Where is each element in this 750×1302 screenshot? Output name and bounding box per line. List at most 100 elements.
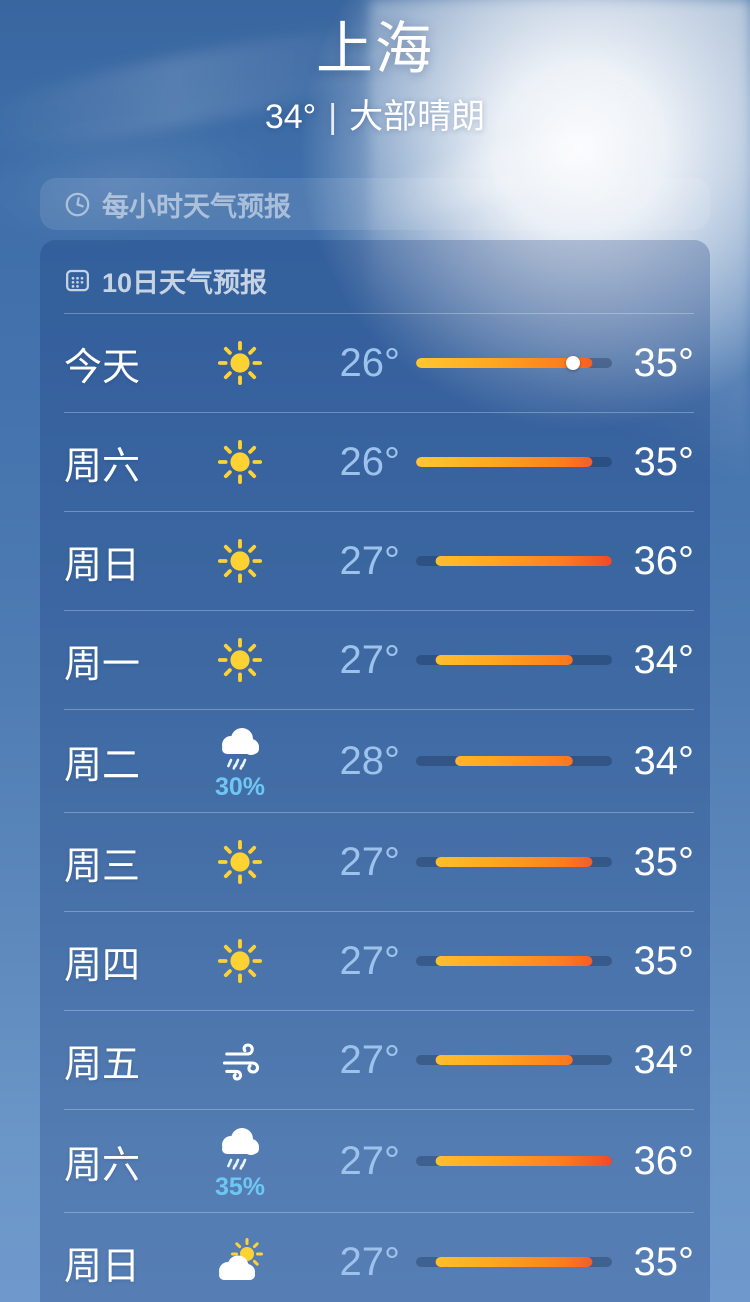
day-label: 周一 xyxy=(64,643,141,686)
forecast-row[interactable]: 周四 27° 35° xyxy=(64,911,694,1010)
forecast-row[interactable]: 周一 27° 34° xyxy=(64,610,694,709)
day-label: 周二 xyxy=(64,744,141,787)
sun-icon xyxy=(217,439,263,485)
temp-range-fill xyxy=(435,1257,593,1267)
calendar-icon xyxy=(66,269,89,292)
low-temp: 27° xyxy=(339,538,401,583)
current-summary: 34° | 大部晴朗 xyxy=(0,89,750,138)
temp-range-track xyxy=(416,655,612,665)
temp-range-fill xyxy=(435,956,593,966)
low-temp: 28° xyxy=(339,738,401,783)
forecast-row[interactable]: 周日 27° xyxy=(64,1212,694,1302)
forecast-row[interactable]: 周二 30% 28° 34° xyxy=(64,709,694,812)
day-label: 今天 xyxy=(64,346,141,389)
low-temp: 27° xyxy=(339,839,401,884)
condition-cell xyxy=(194,1238,286,1286)
day-label: 周三 xyxy=(64,845,141,888)
temp-range-fill xyxy=(435,857,593,867)
temp-range-track xyxy=(416,556,612,566)
rain-cloud-icon xyxy=(222,1127,259,1170)
precip-chance: 35% xyxy=(214,1172,266,1201)
condition-cell xyxy=(194,839,286,885)
high-temp: 34° xyxy=(633,637,695,682)
temp-range-track xyxy=(416,356,612,370)
sun-haze xyxy=(370,0,750,480)
low-temp: 27° xyxy=(339,1037,401,1082)
temp-range-bar xyxy=(416,556,612,566)
condition-cell: 35% xyxy=(194,1123,286,1200)
condition-cell xyxy=(194,637,286,683)
temp-range-fill xyxy=(416,358,593,368)
forecast-row[interactable]: 今天 26° 35° xyxy=(64,313,694,412)
sun-icon xyxy=(217,340,263,386)
high-temp: 35° xyxy=(633,439,695,484)
temp-range-track xyxy=(416,457,612,467)
ten-day-forecast-label: 10日天气预报 xyxy=(102,268,268,298)
forecast-row[interactable]: 周五 27° 34° xyxy=(64,1010,694,1109)
forecast-list: 今天 26° 35° 周六 xyxy=(40,313,710,1302)
temp-range-fill xyxy=(435,556,612,566)
condition-cell xyxy=(194,938,286,984)
clock-icon xyxy=(65,192,90,216)
summary-separator: | xyxy=(328,98,338,137)
day-label: 周日 xyxy=(64,544,141,587)
day-label: 周六 xyxy=(64,445,141,488)
temp-range-track xyxy=(416,1257,612,1267)
condition-cell: 30% xyxy=(194,723,286,800)
day-label: 周六 xyxy=(64,1144,141,1187)
precip-chance: 30% xyxy=(214,772,266,801)
high-temp: 34° xyxy=(633,738,695,783)
rain-cloud-icon xyxy=(222,727,259,770)
forecast-row[interactable]: 周日 27° 36° xyxy=(64,511,694,610)
forecast-row[interactable]: 周三 27° 35° xyxy=(64,812,694,911)
temp-range-track xyxy=(416,857,612,867)
low-temp: 26° xyxy=(339,340,401,385)
high-temp: 35° xyxy=(633,1239,695,1284)
low-temp: 27° xyxy=(339,938,401,983)
condition-cell xyxy=(194,1036,286,1084)
hourly-forecast-label: 每小时天气预报 xyxy=(102,191,291,222)
temp-range-bar xyxy=(416,1257,612,1267)
location-header: 上海 34° | 大部晴朗 xyxy=(0,14,750,138)
high-temp: 36° xyxy=(633,1138,695,1183)
hourly-forecast-header: 每小时天气预报 xyxy=(40,178,710,230)
temp-range-track xyxy=(416,1055,612,1065)
ten-day-forecast-card: 10日天气预报 今天 26° 35° xyxy=(40,240,710,1302)
high-temp: 35° xyxy=(633,938,695,983)
forecast-row[interactable]: 周六 26° 35° xyxy=(64,412,694,511)
temp-range-fill xyxy=(435,655,573,665)
day-label: 周五 xyxy=(64,1043,141,1086)
temp-range-track xyxy=(416,1156,612,1166)
temp-range-fill xyxy=(435,1055,573,1065)
current-temp-dot xyxy=(565,356,580,370)
temp-range-bar xyxy=(416,956,612,966)
temp-range-bar xyxy=(416,1055,612,1065)
day-label: 周日 xyxy=(64,1245,141,1288)
high-temp: 34° xyxy=(633,1037,695,1082)
condition-cell xyxy=(194,538,286,584)
hourly-forecast-card[interactable]: 每小时天气预报 xyxy=(40,178,710,230)
temp-range-bar xyxy=(416,756,612,766)
city-name: 上海 xyxy=(316,17,434,81)
ten-day-forecast-header: 10日天气预报 xyxy=(40,240,710,313)
forecast-row[interactable]: 周六 35% 27° 36° xyxy=(64,1109,694,1212)
day-label: 周四 xyxy=(64,944,141,987)
current-temp: 34° xyxy=(264,98,317,137)
low-temp: 26° xyxy=(339,439,401,484)
temp-range-track xyxy=(416,956,612,966)
condition-cell xyxy=(194,439,286,485)
low-temp: 27° xyxy=(339,637,401,682)
wind-icon xyxy=(222,1043,260,1081)
high-temp: 35° xyxy=(633,839,695,884)
temp-range-bar xyxy=(416,857,612,867)
partly-cloudy-icon xyxy=(219,1238,263,1280)
sun-icon xyxy=(217,839,263,885)
high-temp: 35° xyxy=(633,340,695,385)
temp-range-bar xyxy=(416,655,612,665)
temp-range-fill xyxy=(416,457,593,467)
temp-range-bar xyxy=(416,1156,612,1166)
low-temp: 27° xyxy=(339,1138,401,1183)
sun-icon xyxy=(217,538,263,584)
